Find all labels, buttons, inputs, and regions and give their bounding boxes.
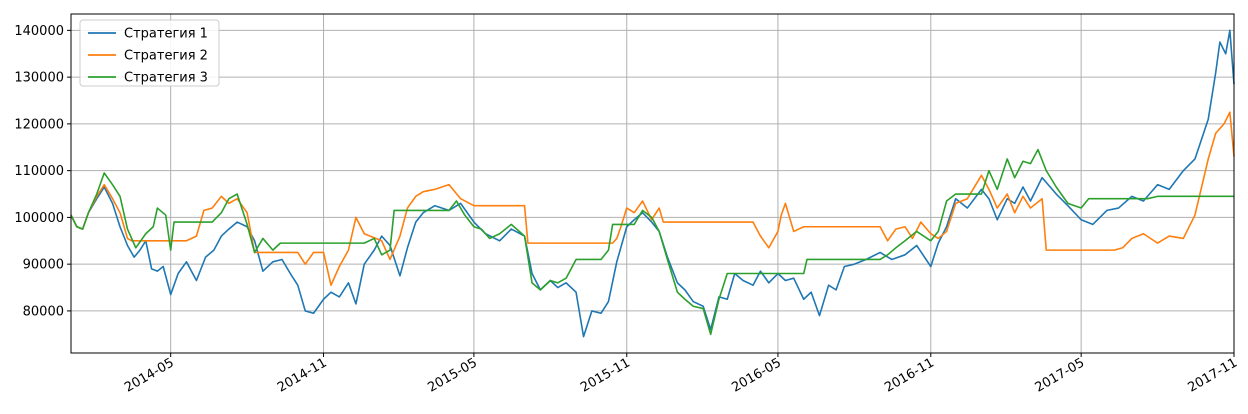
grid-lines [71,14,1235,353]
legend-label-strategy-1: Стратегия 1 [124,27,208,42]
x-tick-label: 2015-11 [578,355,633,395]
x-tick-label: 2015-05 [425,355,480,395]
y-tick-label: 100000 [14,211,64,226]
x-tick-label: 2014-05 [122,355,177,395]
x-tick-label: 2016-05 [729,355,784,395]
series-lines [70,29,1235,338]
x-tick-label: 2014-11 [275,355,330,395]
y-tick-label: 110000 [14,164,64,179]
x-tick-label: 2017-05 [1033,355,1088,395]
y-tick-label: 80000 [23,304,64,319]
legend-label-strategy-3: Стратегия 3 [124,71,208,86]
series-line-strategy-1 [70,29,1235,338]
x-tick-label: 2016-11 [882,355,937,395]
x-tick-label: 2017-11 [1185,355,1240,395]
legend: Стратегия 1 Стратегия 2 Стратегия 3 [79,19,220,87]
legend-label-strategy-2: Стратегия 2 [124,49,208,64]
y-tick-label: 140000 [14,24,64,39]
plot-area [71,14,1234,353]
series-line-strategy-3 [70,148,1234,336]
plot-frame [70,13,1235,354]
y-tick-label: 130000 [14,71,64,86]
y-tick-label: 120000 [14,117,64,132]
y-tick-label: 90000 [23,258,64,273]
legend-box [79,19,220,87]
